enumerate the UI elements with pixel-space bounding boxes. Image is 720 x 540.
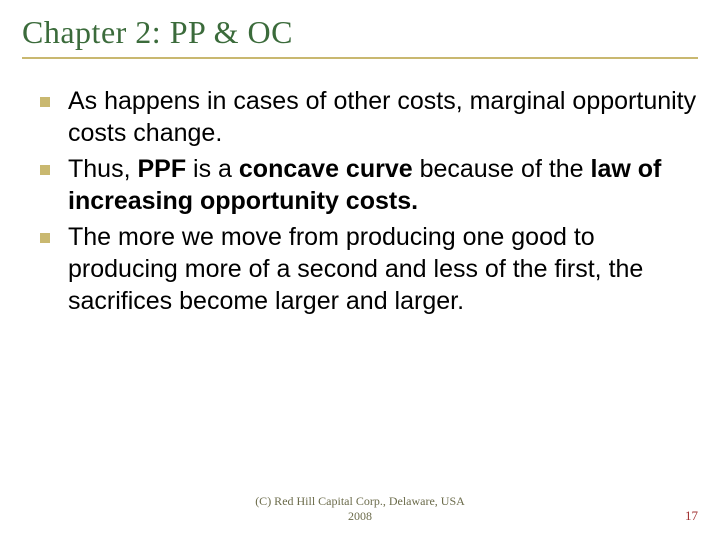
page-number: 17: [685, 508, 698, 524]
bullet-text: The more we move from producing one good…: [68, 221, 698, 317]
list-item: As happens in cases of other costs, marg…: [40, 85, 698, 149]
bullet-text: Thus, PPF is a concave curve because of …: [68, 153, 698, 217]
slide-title: Chapter 2: PP & OC: [22, 14, 698, 59]
footer-line1: (C) Red Hill Capital Corp., Delaware, US…: [255, 494, 465, 508]
bullet-icon: [40, 165, 50, 175]
list-item: The more we move from producing one good…: [40, 221, 698, 317]
footer: (C) Red Hill Capital Corp., Delaware, US…: [0, 494, 720, 524]
bullet-list: As happens in cases of other costs, marg…: [22, 85, 698, 317]
bullet-text: As happens in cases of other costs, marg…: [68, 85, 698, 149]
bullet-icon: [40, 97, 50, 107]
footer-line2: 2008: [348, 509, 372, 523]
list-item: Thus, PPF is a concave curve because of …: [40, 153, 698, 217]
bullet-icon: [40, 233, 50, 243]
slide: Chapter 2: PP & OC As happens in cases o…: [0, 0, 720, 540]
